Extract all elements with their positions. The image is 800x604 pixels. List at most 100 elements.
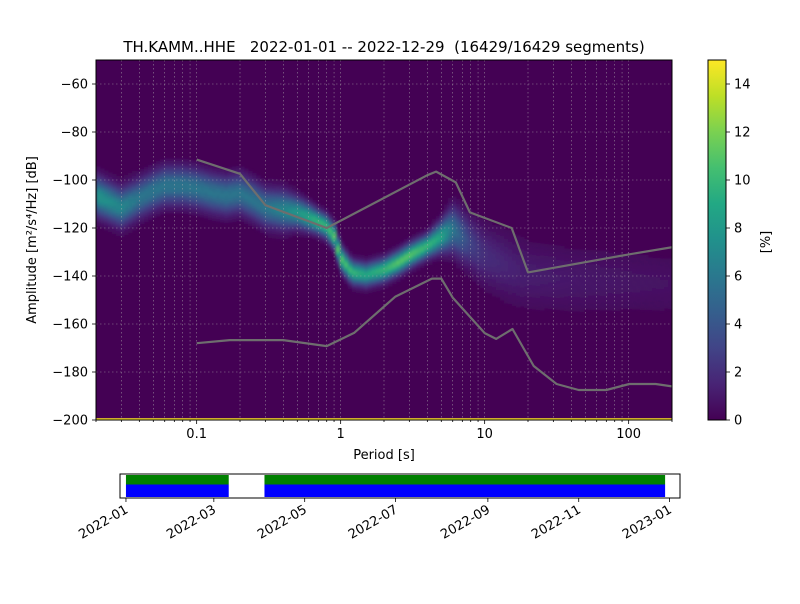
ppsd-cell — [536, 281, 541, 284]
ppsd-cell — [300, 225, 305, 228]
ppsd-cell — [136, 199, 141, 203]
ppsd-cell — [140, 171, 145, 174]
ppsd-cell — [308, 231, 313, 234]
ppsd-cell — [208, 195, 213, 199]
ppsd-cell — [232, 217, 237, 220]
ppsd-cell — [488, 247, 493, 251]
ppsd-cell — [132, 175, 137, 179]
ppsd-cell — [260, 228, 265, 231]
ppsd-cell — [636, 254, 641, 257]
ppsd-cell — [328, 226, 333, 229]
ppsd-cell — [196, 209, 201, 212]
ppsd-cell — [288, 196, 293, 200]
ppsd-cell — [276, 212, 281, 216]
ppsd-cell — [268, 235, 273, 239]
ppsd-cell — [360, 262, 365, 265]
ppsd-cell — [288, 206, 293, 209]
ppsd-cell — [440, 230, 445, 233]
ppsd-cell — [608, 293, 613, 297]
ppsd-cell — [124, 196, 129, 200]
ppsd-cell — [444, 235, 449, 239]
ppsd-cell — [352, 280, 357, 283]
ppsd-cell — [384, 250, 389, 253]
ppsd-cell — [564, 294, 569, 297]
ppsd-cell — [308, 207, 313, 210]
ppsd-cell — [504, 262, 509, 266]
ppsd-cell — [96, 166, 101, 169]
ppsd-cell — [272, 226, 277, 230]
ppsd-cell — [192, 179, 197, 182]
ppsd-cell — [176, 201, 181, 204]
ppsd-cell — [276, 186, 281, 189]
ppsd-cell — [348, 286, 353, 290]
ppsd-cell — [456, 222, 461, 226]
ppsd-cell — [96, 183, 101, 186]
ppsd-cell — [400, 255, 405, 259]
ppsd-cell — [120, 218, 125, 221]
ppsd-cell — [104, 225, 109, 228]
ppsd-cell — [416, 268, 421, 271]
ppsd-cell — [552, 271, 557, 274]
ppsd-cell — [660, 267, 665, 271]
ppsd-cell — [576, 304, 581, 307]
ppsd-cell — [444, 204, 449, 207]
ppsd-cell — [576, 297, 581, 300]
ppsd-cell — [332, 246, 337, 249]
ppsd-cell — [588, 264, 593, 267]
ppsd-cell — [568, 251, 573, 254]
ppsd-cell — [476, 253, 481, 257]
ppsd-cell — [528, 251, 533, 255]
ppsd-cell — [532, 261, 537, 265]
ppsd-cell — [128, 228, 133, 231]
ppsd-cell — [564, 286, 569, 290]
ppsd-cell — [500, 278, 505, 282]
ppsd-cell — [612, 274, 617, 278]
ppsd-cell — [400, 277, 405, 280]
ppsd-cell — [244, 183, 249, 186]
ppsd-cell — [532, 244, 537, 248]
ppsd-cell — [276, 205, 281, 209]
ppsd-cell — [320, 226, 325, 230]
ppsd-cell — [108, 172, 113, 175]
ppsd-cell — [252, 225, 257, 229]
ppsd-cell — [408, 262, 413, 266]
ppsd-cell — [576, 299, 581, 303]
ppsd-cell — [584, 252, 589, 255]
ppsd-cell — [508, 294, 513, 298]
ppsd-cell — [144, 202, 149, 206]
ppsd-cell — [628, 282, 633, 286]
ppsd-cell — [556, 254, 561, 258]
ppsd-cell — [292, 209, 297, 212]
ppsd-cell — [216, 195, 221, 198]
ppsd-cell — [524, 289, 529, 292]
ppsd-cell — [272, 229, 277, 232]
ppsd-cell — [116, 212, 121, 215]
ppsd-cell — [472, 250, 477, 253]
ppsd-cell — [380, 265, 385, 269]
ppsd-cell — [388, 252, 393, 256]
ppsd-cell — [604, 274, 609, 277]
ppsd-cell — [596, 298, 601, 301]
ppsd-cell — [196, 161, 201, 164]
ppsd-cell — [348, 250, 353, 254]
ppsd-cell — [96, 221, 101, 225]
ppsd-cell — [116, 219, 121, 222]
ppsd-cell — [556, 250, 561, 253]
ppsd-cell — [212, 213, 217, 217]
ppsd-cell — [300, 223, 305, 226]
ppsd-cell — [356, 271, 361, 274]
ppsd-cell — [168, 184, 173, 188]
ppsd-cell — [336, 249, 341, 252]
ppsd-cell — [248, 206, 253, 210]
ppsd-cell — [212, 192, 217, 195]
ppsd-cell — [156, 187, 161, 191]
ppsd-cell — [164, 175, 169, 178]
ppsd-cell — [512, 257, 517, 261]
ppsd-cell — [180, 199, 185, 202]
ppsd-cell — [360, 288, 365, 292]
ppsd-cell — [504, 255, 509, 259]
ppsd-cell — [640, 257, 645, 260]
ppsd-cell — [428, 253, 433, 256]
ppsd-cell — [552, 254, 557, 257]
